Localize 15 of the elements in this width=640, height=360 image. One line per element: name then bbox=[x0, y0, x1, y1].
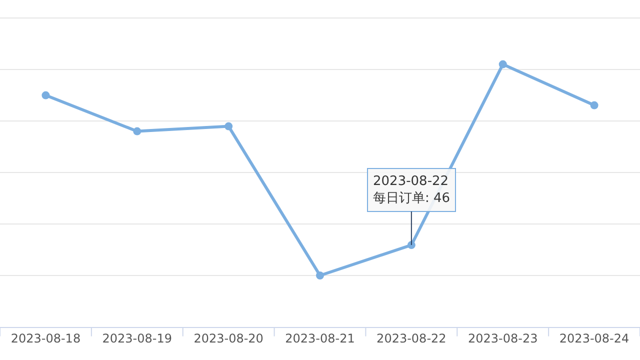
point bbox=[224, 122, 233, 130]
x-tick-label: 2023-08-19 bbox=[102, 331, 172, 346]
point bbox=[133, 127, 142, 136]
point bbox=[316, 272, 324, 280]
x-tick-label: 2023-08-21 bbox=[285, 331, 355, 346]
point bbox=[498, 60, 507, 68]
point bbox=[590, 101, 598, 110]
x-tick-label: 2023-08-18 bbox=[10, 331, 81, 346]
point bbox=[42, 91, 50, 100]
x-tick-label: 2023-08-24 bbox=[559, 331, 630, 346]
point bbox=[407, 241, 416, 250]
x-tick-label: 2023-08-20 bbox=[194, 331, 264, 346]
annotation: 2023-08-22 每日订单: 46 bbox=[373, 174, 450, 206]
x-tick-label: 2023-08-22 bbox=[376, 331, 446, 346]
x-tick-label: 2023-08-23 bbox=[468, 331, 538, 346]
